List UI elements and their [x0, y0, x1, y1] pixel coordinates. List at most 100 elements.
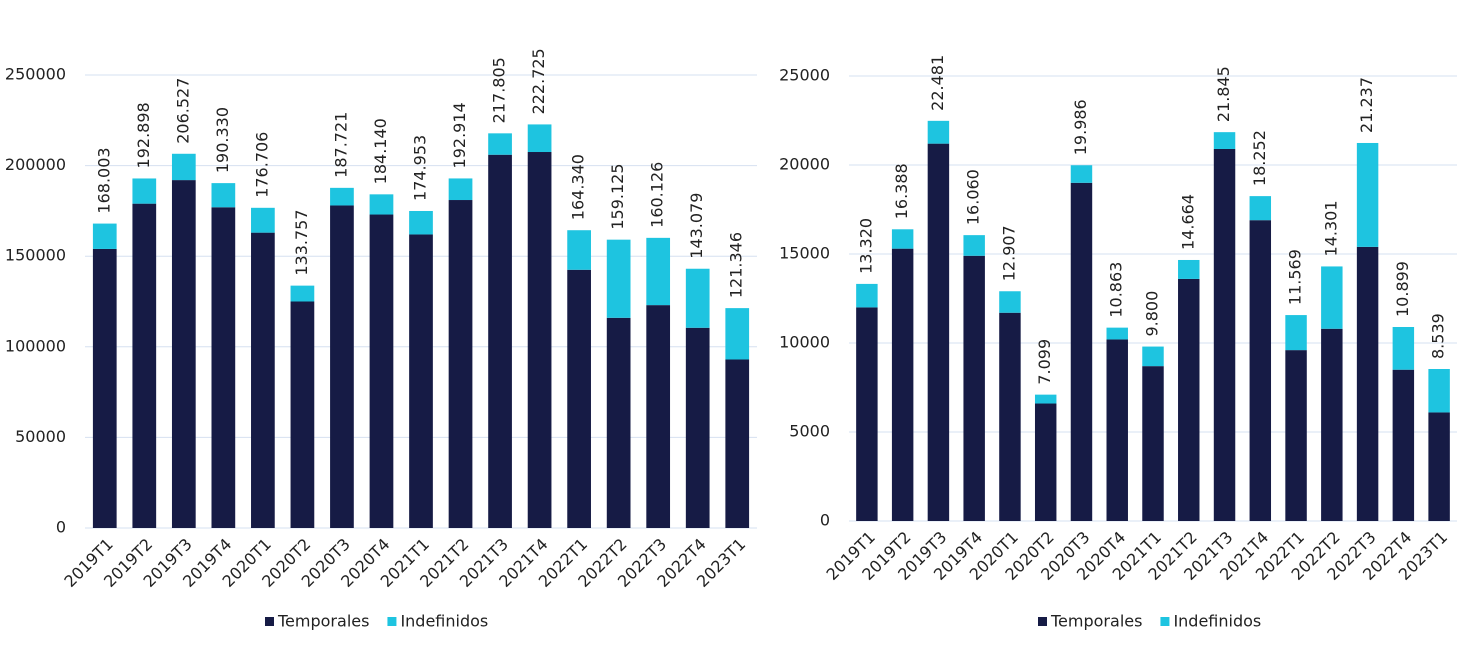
total-label: 143.079: [687, 193, 706, 259]
total-label: 16.060: [964, 169, 983, 225]
bar-segment: [1213, 148, 1236, 522]
y-tick-label: 50000: [15, 427, 66, 446]
legend-label: Temporales: [277, 612, 369, 631]
total-label: 10.899: [1393, 261, 1412, 317]
bar-segment: [409, 210, 433, 235]
bar-segment: [891, 229, 914, 249]
total-label: 9.800: [1143, 291, 1162, 337]
bar-segment: [646, 237, 671, 306]
bar-segment: [1356, 246, 1379, 521]
legend-swatch: [387, 617, 397, 626]
bar-segment: [567, 269, 591, 528]
total-label: 168.003: [94, 147, 113, 213]
total-label: 176.706: [252, 132, 271, 198]
bar-segment: [369, 214, 394, 529]
bar-segment: [290, 301, 315, 528]
total-label: 12.907: [999, 225, 1018, 281]
bar-segment: [330, 205, 354, 529]
bar-segment: [132, 178, 157, 204]
bar-segment: [488, 133, 512, 155]
y-tick-label: 25000: [779, 66, 830, 85]
bar-segment: [1285, 350, 1307, 521]
bar-segment: [132, 203, 157, 529]
y-tick-label: 100000: [5, 336, 66, 355]
bar-segment: [856, 307, 878, 521]
total-label: 16.388: [892, 163, 911, 219]
total-label: 217.805: [490, 57, 509, 123]
y-tick-label: 20000: [779, 155, 830, 174]
bar-segment: [211, 183, 236, 208]
bar-segment: [1392, 326, 1415, 370]
legend-swatch: [1038, 617, 1047, 626]
total-label: 159.125: [608, 163, 627, 229]
total-label: 121.346: [727, 232, 746, 298]
total-label: 184.140: [371, 118, 390, 184]
bar-segment: [999, 291, 1021, 313]
total-label: 11.569: [1286, 249, 1305, 305]
legend-label: Temporales: [1050, 612, 1142, 631]
bar-segment: [685, 268, 710, 328]
y-tick-label: 0: [820, 511, 830, 530]
bar-segment: [1142, 346, 1164, 367]
bar-segment: [171, 180, 196, 528]
bar-segment: [1249, 196, 1272, 221]
bar-segment: [1356, 142, 1379, 247]
bar-segment: [963, 255, 985, 521]
bar-segment: [1106, 339, 1128, 521]
bar-segment: [488, 154, 512, 528]
total-label: 19.986: [1071, 99, 1090, 155]
bar-segment: [1321, 328, 1343, 521]
total-label: 187.721: [331, 112, 350, 178]
bar-segment: [567, 230, 591, 270]
total-label: 21.237: [1357, 77, 1376, 133]
bar-segment: [856, 283, 878, 308]
bar-segment: [927, 120, 950, 144]
total-label: 206.527: [173, 78, 192, 144]
total-label: 192.914: [450, 102, 469, 168]
bar-segment: [685, 327, 710, 528]
bar-segment: [606, 239, 631, 318]
bar-segment: [1321, 266, 1343, 329]
bar-segment: [290, 285, 315, 302]
bar-segment: [1178, 278, 1200, 521]
bar-segment: [409, 234, 433, 528]
bar-segment: [1428, 412, 1450, 521]
bar-segment: [1249, 220, 1272, 521]
bar-segment: [963, 235, 985, 256]
bar-segment: [448, 178, 473, 201]
y-tick-label: 5000: [789, 422, 830, 441]
y-tick-label: 10000: [779, 333, 830, 352]
total-label: 160.126: [648, 162, 667, 228]
bar-segment: [646, 305, 671, 528]
total-label: 22.481: [928, 55, 947, 111]
total-label: 7.099: [1035, 339, 1054, 385]
legend-swatch: [265, 617, 274, 626]
y-tick-label: 150000: [5, 246, 66, 265]
bar-segment: [1428, 369, 1450, 413]
y-tick-label: 250000: [5, 65, 66, 84]
bar-segment: [527, 152, 552, 528]
bar-segment: [1213, 132, 1236, 149]
bar-segment: [1106, 327, 1128, 340]
bar-segment: [1070, 182, 1093, 522]
bar-segment: [92, 248, 117, 528]
total-label: 21.845: [1214, 66, 1233, 122]
total-label: 18.252: [1250, 130, 1269, 186]
total-label: 14.301: [1321, 200, 1340, 256]
bar-segment: [1070, 165, 1093, 183]
bar-segment: [725, 308, 750, 360]
bar-segment: [927, 143, 950, 521]
y-tick-label: 0: [56, 518, 66, 537]
bar-segment: [211, 207, 236, 528]
bar-segment: [1142, 366, 1164, 521]
total-label: 13.320: [856, 218, 875, 274]
bar-segment: [1034, 394, 1057, 404]
total-label: 8.539: [1429, 313, 1448, 359]
bar-segment: [251, 232, 275, 529]
bar-segment: [606, 317, 631, 528]
bar-segment: [92, 223, 117, 249]
bar-segment: [1034, 403, 1057, 521]
bar-segment: [171, 153, 196, 181]
y-tick-label: 200000: [5, 155, 66, 174]
